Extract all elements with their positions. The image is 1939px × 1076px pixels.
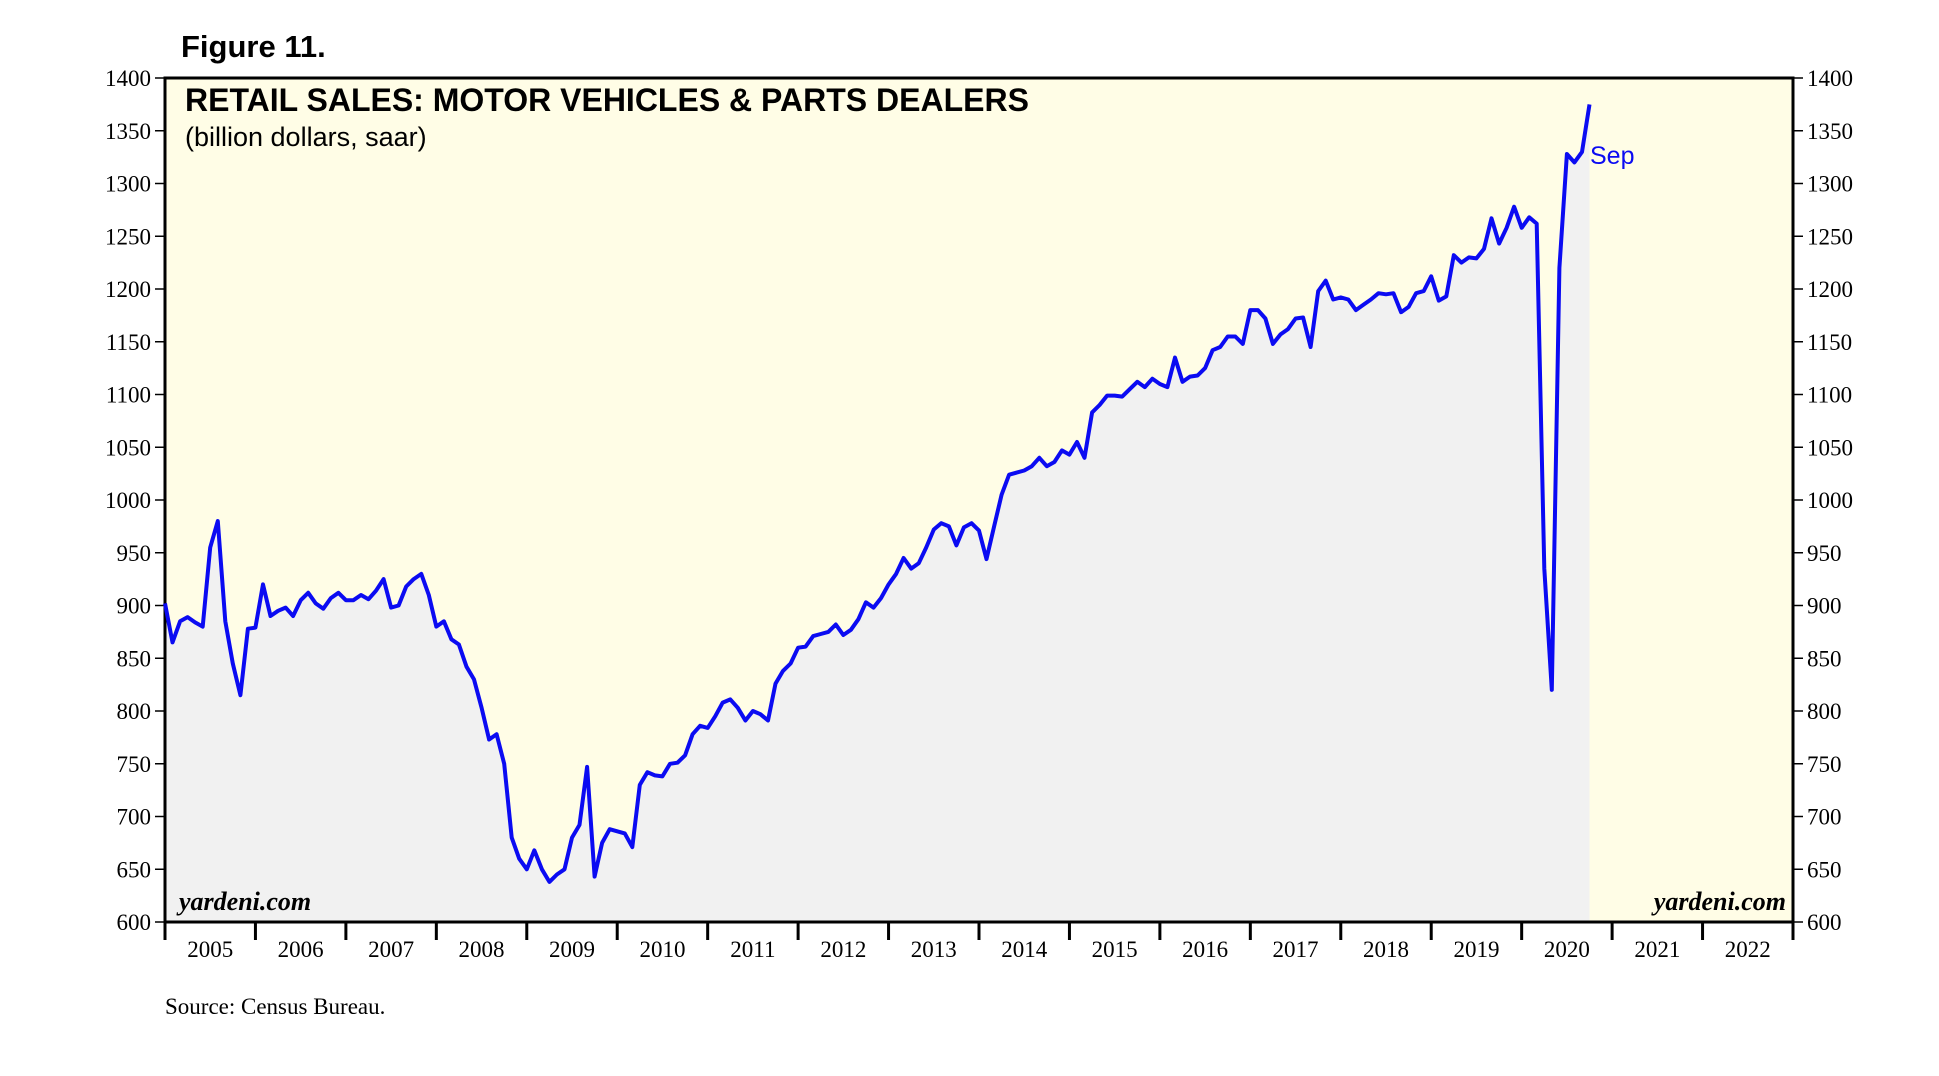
y-tick-label-right: 1250 bbox=[1807, 224, 1853, 249]
y-tick-label-right: 850 bbox=[1807, 646, 1842, 671]
x-tick-label-2010: 2010 bbox=[639, 937, 685, 962]
y-tick-label-left: 700 bbox=[117, 805, 152, 830]
x-tick-label-2007: 2007 bbox=[368, 937, 414, 962]
y-tick-label-left: 750 bbox=[117, 752, 152, 777]
y-tick-label-right: 1000 bbox=[1807, 488, 1853, 513]
y-tick-label-left: 650 bbox=[117, 857, 152, 882]
y-tick-label-right: 950 bbox=[1807, 541, 1842, 566]
y-tick-label-left: 1000 bbox=[105, 488, 151, 513]
y-tick-label-right: 1150 bbox=[1807, 330, 1852, 355]
annotation-sep: Sep bbox=[1590, 142, 1634, 170]
y-tick-label-left: 1400 bbox=[105, 66, 151, 91]
y-tick-label-left: 1250 bbox=[105, 224, 151, 249]
x-tick-label-2006: 2006 bbox=[278, 937, 324, 962]
x-tick-label-2012: 2012 bbox=[820, 937, 866, 962]
y-tick-label-left: 1350 bbox=[105, 119, 151, 144]
y-tick-label-left: 1200 bbox=[105, 277, 151, 302]
y-tick-label-right: 1300 bbox=[1807, 172, 1853, 197]
series-area-fill bbox=[165, 104, 1590, 922]
source-note: Source: Census Bureau. bbox=[165, 994, 385, 1019]
watermark-right: yardeni.com bbox=[1651, 887, 1786, 916]
x-tick-label-2022: 2022 bbox=[1725, 937, 1771, 962]
x-tick-label-2005: 2005 bbox=[187, 937, 233, 962]
y-tick-label-left: 900 bbox=[117, 594, 152, 619]
y-tick-label-left: 1100 bbox=[106, 383, 151, 408]
figure-label: Figure 11. bbox=[181, 29, 326, 64]
series-line bbox=[163, 104, 1592, 884]
y-tick-label-left: 1150 bbox=[106, 330, 151, 355]
x-tick-label-2019: 2019 bbox=[1453, 937, 1499, 962]
y-tick-label-left: 1050 bbox=[105, 435, 151, 460]
y-tick-label-left: 850 bbox=[117, 646, 152, 671]
y-tick-label-right: 1350 bbox=[1807, 119, 1853, 144]
y-tick-label-right: 900 bbox=[1807, 594, 1842, 619]
y-tick-label-left: 600 bbox=[117, 910, 152, 935]
chart-subtitle: (billion dollars, saar) bbox=[185, 122, 427, 152]
y-tick-label-left: 1300 bbox=[105, 172, 151, 197]
x-tick-label-2021: 2021 bbox=[1634, 937, 1680, 962]
y-tick-label-right: 750 bbox=[1807, 752, 1842, 777]
watermark-left: yardeni.com bbox=[176, 887, 311, 916]
x-axis: 2005 2006 2007 2008 2009 2010 2011 2012 2013 2014… bbox=[163, 922, 1795, 962]
y-axis-right: 600 650 700 750 800 850 900 950 1000 1050 1100 1150… bbox=[1793, 66, 1853, 935]
x-tick-label-2016: 2016 bbox=[1182, 937, 1228, 962]
x-tick-label-2009: 2009 bbox=[549, 937, 595, 962]
x-tick-label-2015: 2015 bbox=[1092, 937, 1138, 962]
y-tick-label-right: 800 bbox=[1807, 699, 1842, 724]
y-tick-label-left: 800 bbox=[117, 699, 152, 724]
x-tick-label-2011: 2011 bbox=[730, 937, 775, 962]
y-tick-label-right: 1200 bbox=[1807, 277, 1853, 302]
y-tick-label-left: 950 bbox=[117, 541, 152, 566]
y-axis-left: 600 650 700 750 800 850 900 950 1000 1050 1100 1150… bbox=[105, 66, 165, 935]
x-tick-label-2018: 2018 bbox=[1363, 937, 1409, 962]
x-tick-label-2008: 2008 bbox=[459, 937, 505, 962]
y-tick-label-right: 600 bbox=[1807, 910, 1842, 935]
y-tick-label-right: 1100 bbox=[1807, 383, 1852, 408]
y-tick-label-right: 1400 bbox=[1807, 66, 1853, 91]
x-tick-label-2020: 2020 bbox=[1544, 937, 1590, 962]
y-tick-label-right: 700 bbox=[1807, 805, 1842, 830]
y-tick-label-right: 650 bbox=[1807, 857, 1842, 882]
y-tick-label-right: 1050 bbox=[1807, 435, 1853, 460]
x-tick-label-2017: 2017 bbox=[1273, 937, 1319, 962]
x-tick-label-2014: 2014 bbox=[1001, 937, 1048, 962]
chart-title: RETAIL SALES: MOTOR VEHICLES & PARTS DEA… bbox=[185, 82, 1029, 118]
x-tick-label-2013: 2013 bbox=[911, 937, 957, 962]
